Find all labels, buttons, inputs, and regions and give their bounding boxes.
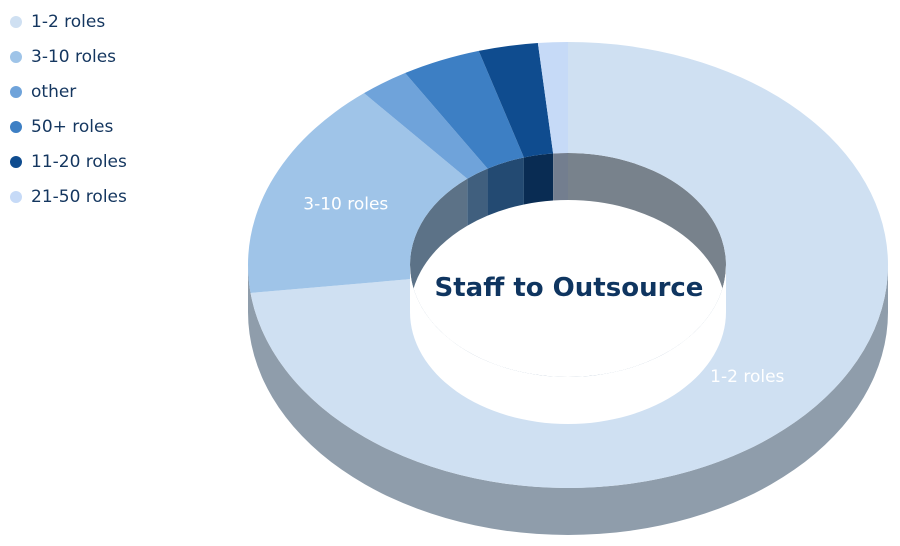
legend-label: other	[31, 81, 77, 102]
legend-item-21-50-roles: 21-50 roles	[10, 179, 127, 214]
inner-wall-3-10-roles	[410, 178, 468, 327]
legend-item-11-20-roles: 11-20 roles	[10, 144, 127, 179]
legend-label: 50+ roles	[31, 116, 114, 137]
slice-label-3-10-roles: 3-10 roles	[303, 194, 388, 214]
legend-item-3-10-roles: 3-10 roles	[10, 39, 127, 74]
slice-1-2-roles	[250, 42, 888, 488]
donut-sides	[248, 153, 888, 535]
legend-marker	[10, 50, 22, 63]
slice-21-50-roles	[537, 42, 568, 154]
slice-11-20-roles	[478, 42, 554, 158]
slice-other	[364, 73, 488, 179]
donut-top-faces	[247, 42, 888, 488]
legend-item-other: other	[10, 74, 127, 109]
legend-label: 11-20 roles	[31, 151, 127, 172]
legend-label: 3-10 roles	[31, 46, 117, 67]
inner-wall-other	[467, 168, 488, 226]
slice-3-10-roles	[247, 93, 468, 293]
legend-marker	[10, 120, 22, 133]
legend-item-50-roles: 50+ roles	[10, 109, 127, 144]
inner-wall-11-20-roles	[523, 153, 554, 205]
slice-label-1-2-roles: 1-2 roles	[710, 367, 784, 387]
chart-title: Staff to Outsource	[435, 273, 704, 303]
slice-50-roles	[405, 50, 524, 169]
legend-marker	[10, 155, 22, 168]
inner-wall-21-50-roles	[553, 153, 568, 201]
legend-label: 1-2 roles	[31, 11, 106, 32]
slice-labels: 1-2 roles 3-10 roles	[303, 194, 784, 386]
inner-wall-50-roles	[487, 157, 524, 216]
legend-marker	[10, 15, 22, 28]
chart-legend: 1-2 roles 3-10 roles other 50+ roles 11-20 r…	[10, 4, 127, 214]
donut-outer-wall	[248, 265, 888, 535]
donut-hole	[410, 265, 726, 424]
legend-label: 21-50 roles	[31, 186, 127, 207]
legend-item-1-2-roles: 1-2 roles	[10, 4, 127, 39]
legend-marker	[10, 190, 22, 203]
legend-marker	[10, 85, 22, 98]
